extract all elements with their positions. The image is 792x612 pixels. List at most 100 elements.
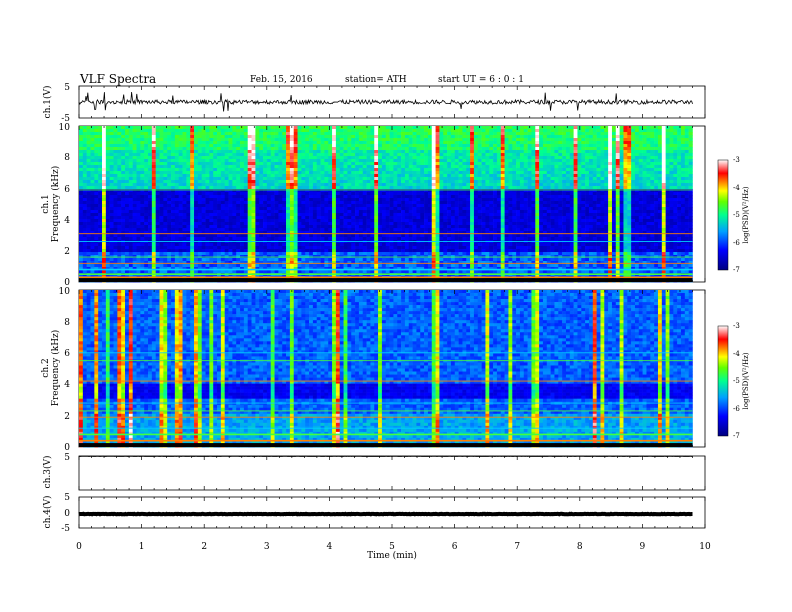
spectrogram-cell xyxy=(378,171,383,175)
spectrogram-cell xyxy=(82,171,87,175)
spectrogram-cell xyxy=(197,156,202,160)
spectrogram-cell xyxy=(243,147,248,151)
spectrogram-cell xyxy=(82,183,87,187)
spectrogram-cell xyxy=(397,195,402,199)
spectrogram-cell xyxy=(297,207,302,211)
spectrogram-cell xyxy=(309,183,314,187)
spectrogram-cell xyxy=(631,198,636,202)
spectrogram-cell xyxy=(125,156,130,160)
spectrogram-cell xyxy=(508,165,513,169)
spectrogram-cell xyxy=(627,201,632,205)
spectrogram-cell xyxy=(669,156,674,160)
spectrogram-cell xyxy=(339,207,344,211)
spectrogram-cell xyxy=(638,216,643,220)
spectrogram-cell xyxy=(608,144,613,148)
spectrogram-cell xyxy=(535,189,540,193)
spectrogram-cell xyxy=(224,171,229,175)
spectrogram-cell xyxy=(167,180,172,184)
spectrogram-cell xyxy=(178,144,183,148)
spectrogram-cell xyxy=(638,147,643,151)
spectrogram-cell xyxy=(431,150,436,154)
spectrogram-cell xyxy=(332,138,337,142)
spectrogram-cell xyxy=(224,192,229,196)
spectrogram-cell xyxy=(519,192,525,196)
spectrogram-cell xyxy=(102,198,107,202)
spectrogram-cell xyxy=(182,153,187,157)
spectrogram-cell xyxy=(466,207,471,211)
spectrogram-cell xyxy=(255,207,260,211)
spectrogram-cell xyxy=(638,183,643,187)
spectrogram-cell xyxy=(136,198,141,202)
spectrogram-cell xyxy=(485,186,490,190)
spectrogram-cell xyxy=(270,156,275,160)
spectrogram-cell xyxy=(581,129,586,133)
spectrogram-cell xyxy=(450,126,456,130)
spectrogram-cell xyxy=(140,195,145,199)
spectrogram-cell xyxy=(178,159,183,163)
spectrogram-cell xyxy=(393,162,398,166)
spectrogram-cell xyxy=(167,204,172,208)
spectrogram-cell xyxy=(312,201,318,205)
spectrogram-cell xyxy=(378,189,383,193)
spectrogram-cell xyxy=(240,132,245,136)
spectrogram-cell xyxy=(102,168,107,172)
spectrogram-cell xyxy=(485,195,490,199)
spectrogram-cell xyxy=(140,213,145,217)
spectrogram-cell xyxy=(144,168,149,172)
spectrogram-cell xyxy=(102,192,107,196)
spectrogram-cell xyxy=(201,141,206,145)
spectrogram-cell xyxy=(190,132,195,136)
spectrogram-cell xyxy=(435,204,440,208)
spectrogram-cell xyxy=(240,165,245,169)
spectrogram-cell xyxy=(573,204,578,208)
spectrogram-cell xyxy=(362,168,367,172)
spectrogram-cell xyxy=(128,204,133,208)
spectrogram-cell xyxy=(669,132,674,136)
spectrogram-cell xyxy=(144,147,149,151)
spectrogram-cell xyxy=(309,213,314,217)
spectrogram-cell xyxy=(159,135,164,139)
spectrogram-cell xyxy=(174,132,179,136)
spectrogram-cell xyxy=(270,213,275,217)
spectrogram-cell xyxy=(600,126,605,130)
spectrogram-cell xyxy=(508,168,513,172)
spectrogram-cell xyxy=(661,180,666,184)
spectrogram-cell xyxy=(128,147,133,151)
spectrogram-cell xyxy=(427,132,433,136)
spectrogram-cell xyxy=(646,156,651,160)
spectrogram-cell xyxy=(148,192,153,196)
spectrogram-cell xyxy=(125,159,130,163)
spectrogram-cell xyxy=(416,195,421,199)
spectrogram-cell xyxy=(619,183,624,187)
spectrogram-cell xyxy=(213,177,218,181)
spectrogram-cell xyxy=(516,210,521,214)
spectrogram-cell xyxy=(688,189,693,193)
spectrogram-cell xyxy=(470,171,475,175)
spectrogram-cell xyxy=(458,159,463,163)
spectrogram-cell xyxy=(443,174,448,178)
spectrogram-cell xyxy=(401,177,406,181)
spectrogram-cell xyxy=(631,162,636,166)
spectrogram-cell xyxy=(205,159,210,163)
spectrogram-cell xyxy=(450,162,456,166)
spectrogram-cell xyxy=(140,156,145,160)
spectrogram-cell xyxy=(205,135,210,139)
spectrogram-cell xyxy=(646,132,651,136)
spectrogram-cell xyxy=(316,171,321,175)
spectrogram-cell xyxy=(523,141,528,145)
spectrogram-cell xyxy=(646,216,651,220)
spectrogram-cell xyxy=(247,195,252,199)
spectrogram-cell xyxy=(588,165,594,169)
spectrogram-cell xyxy=(105,174,110,178)
spectrogram-cell xyxy=(278,126,283,130)
spectrogram-cell xyxy=(401,216,406,220)
spectrogram-cell xyxy=(255,162,260,166)
spectrogram-cell xyxy=(504,126,509,130)
spectrogram-cell xyxy=(286,144,291,148)
spectrogram-cell xyxy=(401,162,406,166)
spectrogram-cell xyxy=(481,141,486,145)
spectrogram-cell xyxy=(608,135,613,139)
spectrogram-cell xyxy=(585,156,590,160)
spectrogram-cell xyxy=(136,165,141,169)
spectrogram-cell xyxy=(481,165,486,169)
